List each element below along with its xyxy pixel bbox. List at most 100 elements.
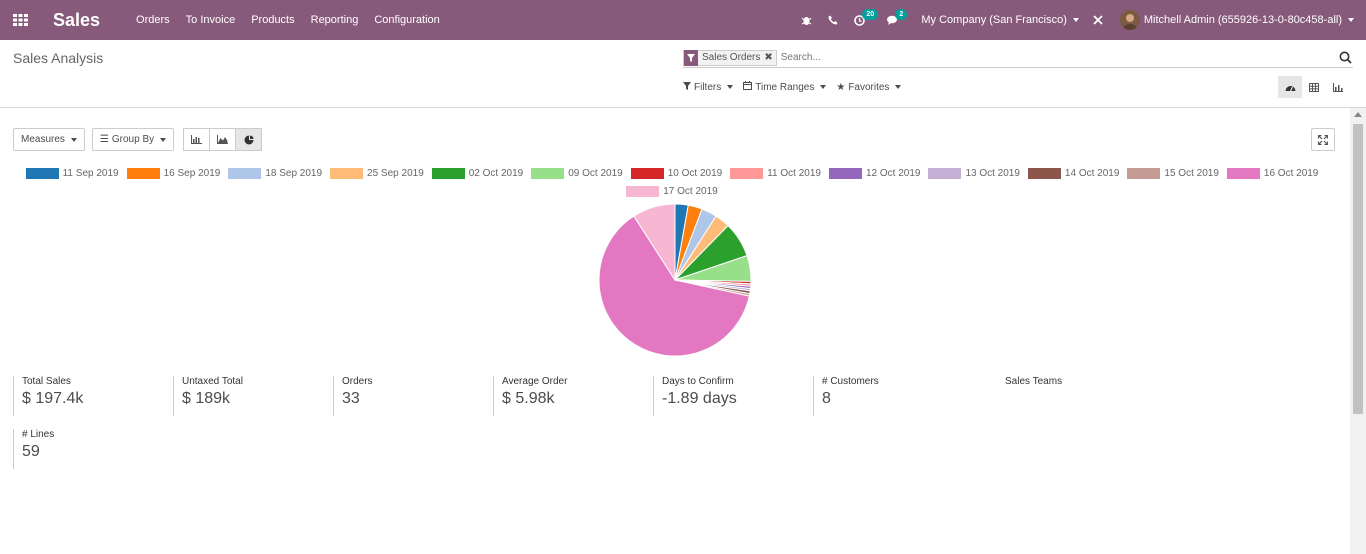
legend-label: 15 Oct 2019 [1164,167,1219,179]
menu-orders[interactable]: Orders [136,14,170,26]
graph-view-icon[interactable] [1326,76,1350,98]
legend-item[interactable]: 16 Oct 2019 [1226,166,1318,180]
pie-chart [590,198,760,363]
kpi-label: Untaxed Total [182,376,243,387]
kpi-untaxed-total[interactable]: Untaxed Total $ 189k [173,376,323,416]
dashboard-content: Measures ☰ Group By 11 Sep 2019 16 Sep 20… [0,108,1350,554]
kpi-value: $ 189k [182,390,231,407]
bar-chart-icon[interactable] [183,128,211,151]
menu-configuration[interactable]: Configuration [374,14,440,26]
top-navbar: Sales Orders To Invoice Products Reporti… [0,0,1366,40]
legend-swatch [626,185,660,197]
pie-chart-svg [598,203,752,357]
vertical-scrollbar[interactable] [1350,108,1366,554]
legend-item[interactable]: 14 Oct 2019 [1027,166,1120,180]
company-switcher[interactable]: My Company (San Francisco) [921,14,1079,26]
legend-swatch [928,167,962,179]
legend-label: 09 Oct 2019 [568,167,623,179]
kpi-value: -1.89 days [662,390,737,407]
user-name: Mitchell Admin (655926-13-0-80c458-all) [1143,14,1342,26]
company-name: My Company (San Francisco) [921,14,1067,26]
filters-label: Filters [694,81,722,93]
remove-facet-icon[interactable]: ✖ [764,52,773,63]
scroll-up-arrow-icon[interactable] [1354,112,1362,117]
expand-fullscreen-icon[interactable] [1311,128,1335,151]
legend-item[interactable]: 18 Sep 2019 [228,166,322,180]
phone-icon[interactable] [828,15,838,25]
kpi-sales-teams[interactable]: Sales Teams [997,376,1147,416]
legend-swatch [431,167,465,179]
kpi-value: 59 [22,443,40,460]
menu-to-invoice[interactable]: To Invoice [185,14,236,26]
legend-item[interactable]: 02 Oct 2019 [431,166,524,180]
kpi-total-sales[interactable]: Total Sales $ 197.4k [13,376,163,416]
search-input[interactable] [780,52,1311,63]
group-by-label: Group By [111,134,155,145]
legend-item[interactable]: 11 Oct 2019 [730,166,821,180]
messages-chat-icon[interactable]: 2 [887,8,908,26]
kpi-lines[interactable]: # Lines 59 [13,429,163,469]
filters-dropdown[interactable]: Filters [683,81,734,93]
menu-reporting[interactable]: Reporting [310,14,359,26]
legend-item[interactable]: 15 Oct 2019 [1127,166,1219,180]
chart-type-group [183,128,263,151]
kpi-customers[interactable]: # Customers 8 [813,376,963,416]
area-chart-icon[interactable] [209,128,237,151]
time-ranges-dropdown[interactable]: Time Ranges [743,81,827,93]
group-by-dropdown[interactable]: ☰ Group By [91,128,175,151]
legend-item[interactable]: 13 Oct 2019 [928,166,1020,180]
pivot-view-icon[interactable] [1302,76,1326,98]
legend-label: 02 Oct 2019 [468,167,524,179]
dashboard-view-icon[interactable] [1278,76,1302,98]
kpi-value: $ 197.4k [22,390,84,407]
legend-item[interactable]: 25 Sep 2019 [330,166,424,180]
legend-item[interactable]: 10 Oct 2019 [630,166,723,180]
kpi-label: # Lines [22,429,55,440]
search-facet: Sales Orders ✖ [683,49,777,66]
apps-menu-icon[interactable] [0,0,40,40]
control-panel: Sales Analysis Sales Orders ✖ Filters Ti… [0,40,1366,108]
pie-chart-icon[interactable] [235,128,263,151]
search-icon[interactable] [1339,51,1353,65]
legend-label: 10 Oct 2019 [667,167,723,179]
legend-label: 12 Oct 2019 [865,167,921,179]
app-brand[interactable]: Sales [53,9,101,30]
star-icon: ★ [836,81,846,93]
kpi-label: Sales Teams [1005,376,1063,387]
kpi-orders[interactable]: Orders 33 [333,376,483,416]
activity-clock-icon[interactable]: 20 [854,8,879,26]
legend-label: 14 Oct 2019 [1064,167,1120,179]
search-options-bar: Filters Time Ranges ★ Favorites [683,81,911,93]
kpi-days-to-confirm[interactable]: Days to Confirm -1.89 days [653,376,803,416]
legend-item[interactable]: 16 Sep 2019 [126,166,220,180]
measures-label: Measures [21,134,65,145]
favorites-dropdown[interactable]: ★ Favorites [836,81,902,93]
user-menu[interactable]: Mitchell Admin (655926-13-0-80c458-all) [1119,10,1354,30]
pie-slice[interactable] [633,203,676,282]
legend-swatch [228,167,262,179]
measures-dropdown[interactable]: Measures [13,128,85,151]
legend-item[interactable]: 12 Oct 2019 [828,166,921,180]
legend-item[interactable]: 11 Sep 2019 [25,166,119,180]
chevron-down-icon [727,85,734,89]
time-ranges-label: Time Ranges [755,81,815,93]
kpi-value: 8 [822,390,831,407]
kpi-average-order[interactable]: Average Order $ 5.98k [493,376,643,416]
close-x-icon[interactable] [1093,15,1103,25]
kpi-label: Average Order [502,376,568,387]
calendar-icon [743,81,753,93]
pie-slice[interactable] [598,215,750,357]
activity-count-badge: 20 [862,8,879,20]
debug-bug-icon[interactable] [801,15,812,26]
chart-legend: 11 Sep 2019 16 Sep 2019 18 Sep 2019 25 Sep … [12,166,1332,198]
scrollbar-thumb[interactable] [1353,124,1363,414]
menu-products[interactable]: Products [251,14,295,26]
chevron-down-icon [1072,18,1079,22]
chevron-down-icon [1348,18,1354,22]
kpi-value: $ 5.98k [502,390,555,407]
kpi-label: Total Sales [22,376,71,387]
legend-label: 18 Sep 2019 [265,167,323,179]
view-switcher [1278,76,1350,98]
legend-item[interactable]: 17 Oct 2019 [626,184,718,198]
legend-item[interactable]: 09 Oct 2019 [531,166,623,180]
